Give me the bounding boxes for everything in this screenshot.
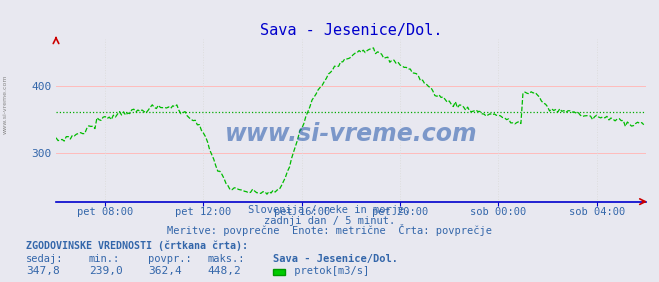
Text: Sava - Jesenice/Dol.: Sava - Jesenice/Dol. <box>273 254 399 264</box>
Text: zadnji dan / 5 minut.: zadnji dan / 5 minut. <box>264 216 395 226</box>
Text: www.si-vreme.com: www.si-vreme.com <box>3 75 8 134</box>
Text: sedaj:: sedaj: <box>26 254 64 264</box>
Title: Sava - Jesenice/Dol.: Sava - Jesenice/Dol. <box>260 23 442 38</box>
Text: 448,2: 448,2 <box>208 266 241 276</box>
Text: 362,4: 362,4 <box>148 266 182 276</box>
Text: povpr.:: povpr.: <box>148 254 192 264</box>
Text: Meritve: povprečne  Enote: metrične  Črta: povprečje: Meritve: povprečne Enote: metrične Črta:… <box>167 224 492 236</box>
Text: 239,0: 239,0 <box>89 266 123 276</box>
Text: pretok[m3/s]: pretok[m3/s] <box>288 266 369 276</box>
Text: 347,8: 347,8 <box>26 266 60 276</box>
Text: Slovenija / reke in morje.: Slovenija / reke in morje. <box>248 205 411 215</box>
Text: maks.:: maks.: <box>208 254 245 264</box>
Text: min.:: min.: <box>89 254 120 264</box>
Text: www.si-vreme.com: www.si-vreme.com <box>225 122 477 146</box>
Text: ZGODOVINSKE VREDNOSTI (črtkana črta):: ZGODOVINSKE VREDNOSTI (črtkana črta): <box>26 240 248 251</box>
